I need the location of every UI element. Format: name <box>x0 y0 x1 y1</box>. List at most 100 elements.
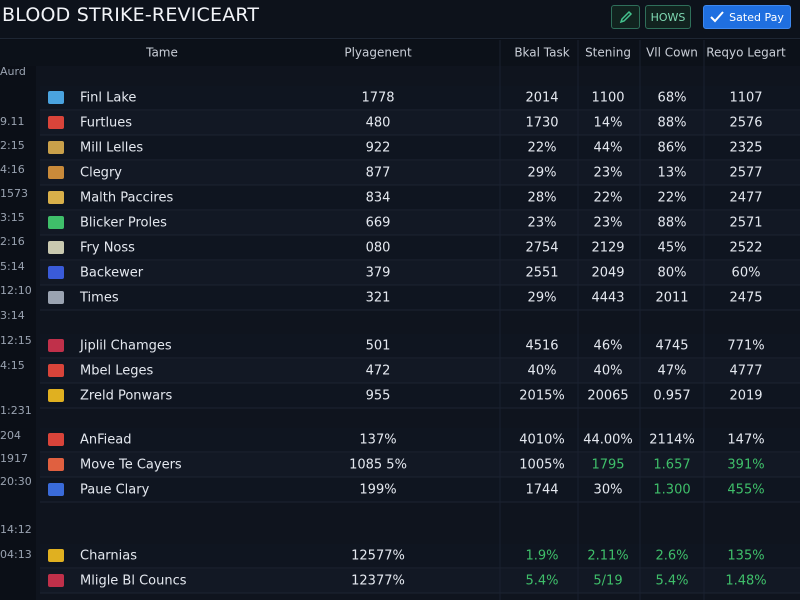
cell: 1107 <box>729 91 762 106</box>
cell: 29% <box>528 166 557 181</box>
row-icon <box>48 339 64 352</box>
row-bg <box>40 544 800 568</box>
cell: 2015% <box>519 389 564 404</box>
row-icon <box>48 216 64 229</box>
row-icon <box>48 291 64 304</box>
row-bg <box>40 211 800 235</box>
cell: 0.957 <box>653 389 690 404</box>
stats-table: Tame Plyagenent Bkal Task Stening Vll Cown Re… <box>0 40 800 600</box>
cell: 2.11% <box>587 549 628 564</box>
cell: 834 <box>366 191 391 206</box>
cell: 2114% <box>649 433 694 448</box>
row-icon <box>48 364 64 377</box>
cell: 45% <box>658 241 687 256</box>
cell: 2049 <box>591 266 624 281</box>
cell: 2014 <box>525 91 558 106</box>
side-label: 3:15 <box>0 211 25 224</box>
cell: 22% <box>658 191 687 206</box>
cell: 2475 <box>729 291 762 306</box>
row-name: Zreld Ponwars <box>80 389 172 404</box>
cell: 2019 <box>729 389 762 404</box>
row-bg <box>40 286 800 310</box>
cell: 4516 <box>525 339 558 354</box>
cell: 2571 <box>729 216 762 231</box>
cell: 1778 <box>361 91 394 106</box>
cell: 1795 <box>591 458 624 473</box>
side-label: 4:16 <box>0 163 25 176</box>
cell: 080 <box>366 241 391 256</box>
side-label: 9.11 <box>0 115 25 128</box>
cell: 13% <box>658 166 687 181</box>
cell: 68% <box>658 91 687 106</box>
cell: 86% <box>658 141 687 156</box>
cell: 391% <box>727 458 764 473</box>
cell: 23% <box>594 166 623 181</box>
row-bg <box>40 86 800 110</box>
side-label: 4:15 <box>0 359 25 372</box>
cell: 23% <box>594 216 623 231</box>
cell: 12577% <box>351 549 405 564</box>
title: BLOOD STRIKE-REVICEART <box>2 4 260 26</box>
cell: 60% <box>732 266 761 281</box>
cell: 1730 <box>525 116 558 131</box>
row-name: Times <box>79 291 119 306</box>
side-label: 12:10 <box>0 284 32 297</box>
cell: 4010% <box>519 433 564 448</box>
cell: 379 <box>366 266 391 281</box>
row-name: Finl Lake <box>80 91 136 106</box>
cell: 480 <box>366 116 391 131</box>
cell: 321 <box>366 291 391 306</box>
side-label: 04:13 <box>0 548 32 561</box>
row-name: Mligle Bl Councs <box>80 574 187 589</box>
cell: 40% <box>528 364 557 379</box>
edit-button[interactable] <box>611 5 640 29</box>
row-bg <box>40 261 800 285</box>
row-name: Mill Lelles <box>80 141 143 156</box>
cell: 501 <box>366 339 391 354</box>
cell: 4777 <box>729 364 762 379</box>
row-bg <box>40 136 800 160</box>
row-icon <box>48 433 64 446</box>
cell: 955 <box>366 389 391 404</box>
row-icon <box>48 483 64 496</box>
cell: 771% <box>727 339 764 354</box>
cell: 2577 <box>729 166 762 181</box>
cell: 2477 <box>729 191 762 206</box>
cell: 20065 <box>587 389 628 404</box>
cell: 137% <box>359 433 396 448</box>
column-header: Vll Cown <box>646 46 698 60</box>
cell: 5.4% <box>525 574 558 589</box>
cell: 44% <box>594 141 623 156</box>
cell: 80% <box>658 266 687 281</box>
row-icon <box>48 141 64 154</box>
row-bg <box>40 236 800 260</box>
side-label: Aurd <box>0 65 26 78</box>
row-name: Jiplil Chamges <box>79 339 172 354</box>
side-label: 204 <box>0 429 21 442</box>
cell: 199% <box>359 483 396 498</box>
row-icon <box>48 191 64 204</box>
cell: 2129 <box>591 241 624 256</box>
cell: 1005% <box>519 458 564 473</box>
cell: 1744 <box>525 483 558 498</box>
cell: 2522 <box>729 241 762 256</box>
column-header: Bkal Task <box>514 46 569 60</box>
row-name: Malth Paccires <box>80 191 173 206</box>
cell: 1085 5% <box>349 458 407 473</box>
hows-button[interactable]: HOWS <box>645 5 691 29</box>
cell: 4443 <box>591 291 624 306</box>
column-header: Reqyo Legart <box>706 46 786 60</box>
row-bg <box>40 161 800 185</box>
side-label: 3:14 <box>0 309 25 322</box>
cell: 2576 <box>729 116 762 131</box>
cell: 922 <box>366 141 391 156</box>
row-name: Paue Clary <box>80 483 150 498</box>
cell: 5/19 <box>593 574 622 589</box>
row-icon <box>48 116 64 129</box>
row-name: Furtlues <box>80 116 132 131</box>
pay-button[interactable]: Sated Pay <box>703 5 791 29</box>
row-name: Fry Noss <box>80 241 135 256</box>
cell: 1.657 <box>653 458 690 473</box>
row-icon <box>48 549 64 562</box>
cell: 455% <box>727 483 764 498</box>
